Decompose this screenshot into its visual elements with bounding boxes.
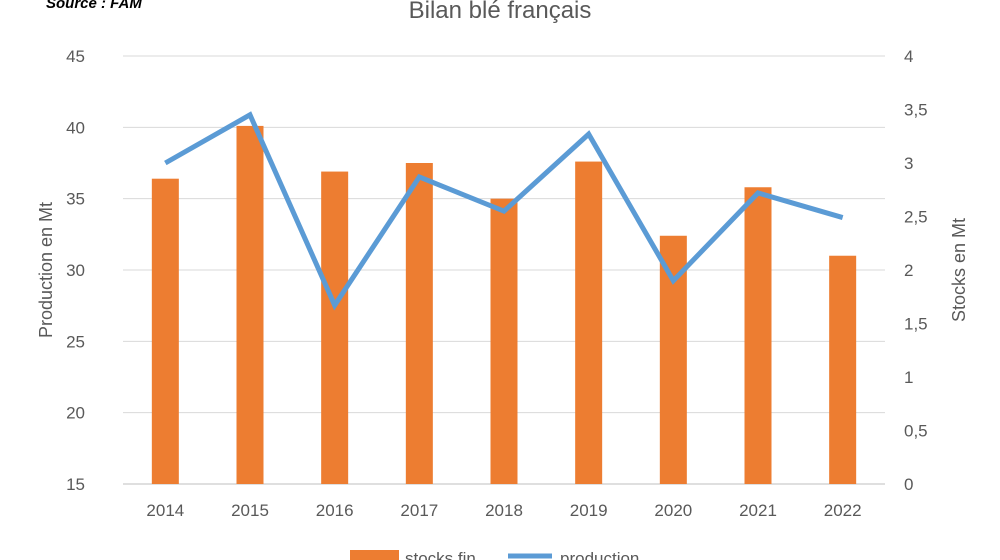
y2-tick-label: 0,5 bbox=[904, 422, 928, 441]
legend: stocks fin production bbox=[350, 549, 639, 560]
x-tick-label: 2020 bbox=[654, 501, 692, 520]
chart-title: Bilan blé français bbox=[409, 0, 592, 24]
x-tick-label: 2015 bbox=[231, 501, 269, 520]
y-axis-title: Production en Mt bbox=[36, 202, 56, 338]
y2-tick-label: 2 bbox=[904, 261, 913, 280]
right-axis-ticks: 0 0,5 1 1,5 2 2,5 3 3,5 4 bbox=[904, 47, 928, 494]
x-tick-label: 2014 bbox=[146, 501, 184, 520]
y-tick-label: 15 bbox=[66, 475, 85, 494]
y-tick-label: 30 bbox=[66, 261, 85, 280]
bar-series-stocks bbox=[151, 125, 857, 484]
x-tick-label: 2017 bbox=[400, 501, 438, 520]
y-tick-label: 45 bbox=[66, 47, 85, 66]
x-tick-label: 2019 bbox=[570, 501, 608, 520]
y-tick-label: 25 bbox=[66, 332, 85, 351]
y2-tick-label: 0 bbox=[904, 475, 913, 494]
source-note: Source : FAM bbox=[46, 0, 142, 12]
y-tick-label: 35 bbox=[66, 190, 85, 209]
legend-label-production: production bbox=[560, 549, 639, 560]
bar-stocks-2019 bbox=[575, 161, 603, 484]
bar-stocks-2016 bbox=[321, 171, 349, 484]
legend-swatch-stocks bbox=[350, 550, 399, 560]
bar-stocks-2022 bbox=[829, 255, 857, 484]
legend-label-stocks: stocks fin bbox=[405, 549, 476, 560]
x-tick-label: 2022 bbox=[824, 501, 862, 520]
x-tick-label: 2018 bbox=[485, 501, 523, 520]
bar-stocks-2014 bbox=[151, 178, 179, 484]
x-tick-label: 2016 bbox=[316, 501, 354, 520]
y2-axis-title: Stocks en Mt bbox=[949, 218, 969, 322]
y-tick-label: 20 bbox=[66, 404, 85, 423]
y2-tick-label: 2,5 bbox=[904, 208, 928, 227]
bar-stocks-2015 bbox=[236, 125, 264, 484]
y2-tick-label: 1 bbox=[904, 368, 913, 387]
line-production bbox=[164, 111, 844, 311]
y2-tick-label: 3 bbox=[904, 154, 913, 173]
bar-stocks-2017 bbox=[405, 163, 433, 484]
y2-tick-label: 1,5 bbox=[904, 315, 928, 334]
line-series-production bbox=[164, 111, 844, 311]
y2-tick-label: 4 bbox=[904, 47, 913, 66]
bar-stocks-2021 bbox=[744, 187, 772, 484]
bar-stocks-2018 bbox=[490, 198, 518, 484]
y-tick-label: 40 bbox=[66, 118, 85, 137]
x-tick-label: 2021 bbox=[739, 501, 777, 520]
left-axis-ticks: 15 20 25 30 35 40 45 bbox=[66, 47, 85, 494]
x-axis-ticks: 2014 2015 2016 2017 2018 2019 2020 2021 2022 bbox=[146, 501, 861, 520]
y2-tick-label: 3,5 bbox=[904, 101, 928, 120]
